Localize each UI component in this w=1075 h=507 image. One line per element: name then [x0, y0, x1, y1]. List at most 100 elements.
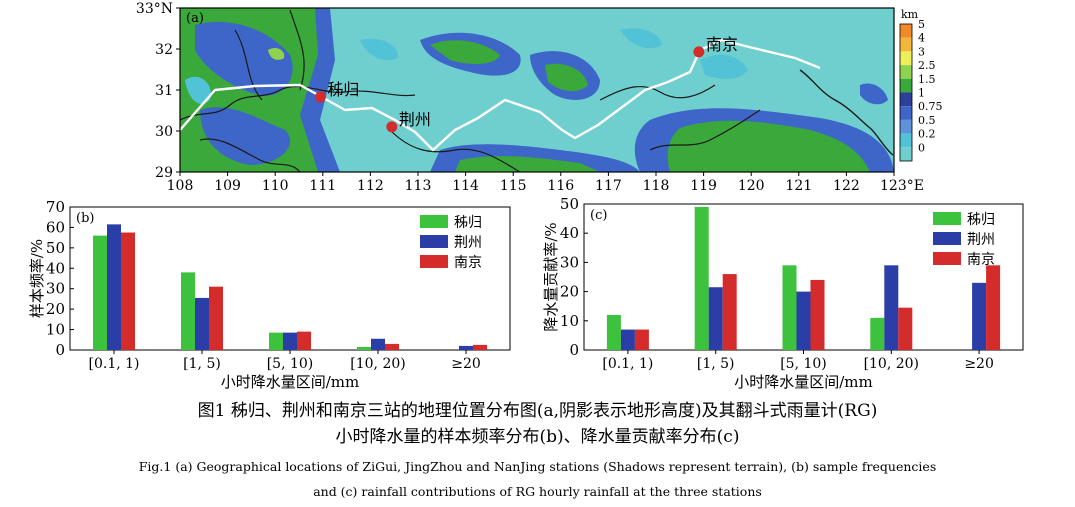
bar [782, 265, 797, 350]
chart-b-sample-frequency: (b) 0 10 20 30 40 50 60 70 [0.1, 1) [1, 5) [5, 10) [… [28, 198, 511, 391]
colorbar-level-label: 5 [918, 18, 925, 31]
bar [986, 265, 1001, 350]
legend-swatch [420, 215, 448, 228]
y-tick-label: 20 [46, 300, 65, 318]
y-tick-label: 30 [560, 253, 579, 271]
colorbar-swatch [900, 147, 912, 161]
terrain-region [185, 76, 211, 104]
x-tick-label: [5, 10) [267, 356, 314, 372]
bar [283, 332, 297, 350]
lon-tick-label: 121 [785, 178, 812, 194]
y-tick-label: 60 [46, 218, 65, 236]
terrain-shading [180, 8, 894, 172]
colorbar-level-label: 0.75 [918, 100, 943, 113]
bar [195, 297, 209, 350]
terrain-region [200, 107, 291, 165]
colorbar-frame [899, 23, 913, 162]
x-tick-label: [10, 20) [350, 356, 405, 372]
lat-tick-label: 29 [155, 165, 173, 181]
coastline [799, 69, 894, 156]
y-axis-label: 样本频率/% [28, 239, 46, 318]
x-tick-label: [1, 5) [183, 356, 221, 372]
x-axis-label: 小时降水量区间/mm [734, 373, 873, 391]
station-marker [386, 121, 398, 133]
colorbar-level-label: 2.5 [918, 59, 936, 72]
colorbar-level-label: 1 [918, 87, 925, 100]
lon-tick-label: 122 [833, 178, 860, 194]
caption-zh-line1: 图1 秭归、荆州和南京三站的地理位置分布图(a,阴影表示地形高度)及其翻斗式雨量… [197, 401, 878, 421]
station-label: 秭归 [327, 80, 359, 99]
colorbar-swatch [900, 24, 912, 38]
colorbar-swatch [900, 51, 912, 66]
terrain-region [268, 47, 285, 60]
x-tick-label: [0.1, 1) [89, 356, 140, 372]
bar [93, 235, 107, 350]
bar [473, 344, 487, 350]
legend-swatch [933, 212, 961, 225]
lon-tick-label: 120 [738, 178, 765, 194]
colorbar-level-label: 4 [918, 32, 925, 45]
bar [107, 224, 121, 350]
legend-label: 荆州 [967, 232, 995, 248]
plot-frame [69, 206, 511, 351]
bar [459, 345, 473, 350]
lon-tick-label: 115 [500, 178, 527, 194]
colorbar-unit: km [901, 8, 919, 21]
bar [606, 314, 621, 350]
terrain-region [860, 83, 888, 105]
y-tick-label: 40 [560, 224, 579, 242]
station-marker [693, 46, 705, 58]
colorbar-swatch [900, 78, 912, 93]
y-tick-label: 70 [46, 198, 65, 216]
legend-label: 秭归 [454, 214, 482, 231]
y-tick-label: 40 [46, 259, 65, 277]
bar [722, 274, 737, 350]
lon-tick-label: 112 [357, 178, 384, 194]
caption-en-line1: Fig.1 (a) Geographical locations of ZiGu… [138, 459, 937, 474]
legend-label: 南京 [454, 255, 482, 271]
legend-swatch [420, 235, 448, 248]
lon-tick-label: 119 [690, 178, 717, 194]
bar [810, 279, 825, 350]
x-tick-label: [5, 10) [780, 356, 827, 372]
y-tick-label: 30 [46, 280, 65, 298]
lon-tick-label: 109 [214, 178, 241, 194]
yangtze-river [180, 38, 821, 152]
colorbar-level-label: 0.2 [918, 128, 936, 141]
x-tick-label: ≥20 [964, 356, 994, 372]
colorbar-level-label: 1.5 [918, 73, 936, 86]
bar [385, 343, 399, 350]
x-tick-label: [1, 5) [697, 356, 735, 372]
bar [121, 232, 135, 350]
x-tick-label: ≥20 [451, 356, 481, 372]
lon-tick-label: 108 [167, 178, 194, 194]
bar [209, 286, 223, 350]
legend-swatch [933, 252, 961, 265]
lat-tick-label: 30 [155, 124, 173, 140]
legend-label: 南京 [967, 252, 995, 268]
bar [870, 317, 885, 350]
bar [898, 307, 913, 350]
bar [708, 287, 723, 350]
x-axis-label: 小时降水量区间/mm [221, 373, 360, 391]
province-boundary [180, 9, 761, 172]
station-label: 荆州 [399, 110, 431, 129]
station-marker [314, 91, 326, 103]
bar [297, 331, 311, 350]
y-tick-label: 20 [560, 283, 579, 301]
caption-zh-line2: 小时降水量的样本频率分布(b)、降水量贡献率分布(c) [335, 427, 740, 447]
legend-swatch [933, 232, 961, 245]
y-tick-label: 0 [569, 341, 579, 359]
terrain-region [620, 28, 662, 49]
panel-label: (c) [590, 208, 607, 223]
colorbar-swatch [900, 106, 912, 120]
terrain-region [195, 21, 293, 96]
lon-tick-label: 110 [262, 178, 289, 194]
bar [357, 346, 371, 350]
lon-tick-label: 116 [547, 178, 574, 194]
colorbar-swatch [900, 133, 912, 148]
y-tick-label: 50 [46, 239, 65, 257]
legend-label: 荆州 [454, 235, 482, 251]
